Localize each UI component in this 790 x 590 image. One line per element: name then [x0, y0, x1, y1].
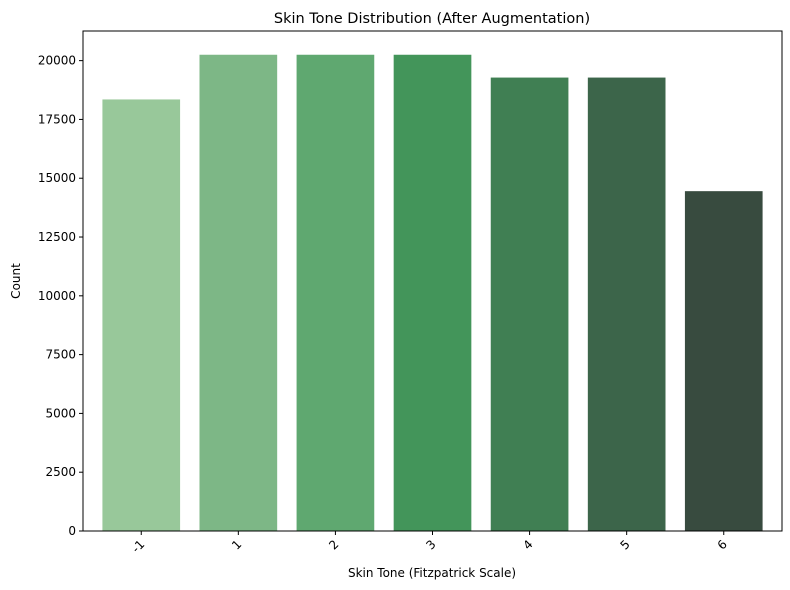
x-tick-label: 1 — [229, 537, 244, 552]
chart-title: Skin Tone Distribution (After Augmentati… — [274, 11, 590, 27]
y-tick-label: 7500 — [45, 348, 76, 362]
y-tick-label: 5000 — [45, 406, 76, 420]
y-tick-label: 12500 — [38, 230, 76, 244]
y-tick-label: 10000 — [38, 289, 76, 303]
x-tick-label: 2 — [326, 537, 341, 552]
bar--1 — [102, 99, 181, 531]
y-tick-label: 17500 — [38, 112, 76, 126]
y-tick-label: 2500 — [45, 465, 76, 479]
y-tick-label: 0 — [68, 524, 76, 538]
bar-5 — [587, 77, 666, 531]
x-axis-label: Skin Tone (Fitzpatrick Scale) — [348, 566, 516, 580]
bar-4 — [490, 77, 569, 531]
bar-2 — [296, 54, 375, 531]
y-axis-label: Count — [9, 263, 23, 299]
x-tick-label: 5 — [617, 537, 632, 552]
bar-3 — [393, 54, 472, 531]
y-tick-label: 15000 — [38, 171, 76, 185]
y-tick-label: 20000 — [38, 54, 76, 68]
bar-6 — [684, 191, 763, 531]
y-axis: 0 2500 5000 7500 10000 12500 15000 17500 20000 — [38, 54, 83, 538]
x-tick-label: 6 — [715, 537, 730, 552]
plot-frame — [82, 30, 783, 532]
bars-group — [102, 54, 763, 531]
bar-1 — [199, 54, 278, 531]
x-tick-label: 4 — [520, 537, 535, 552]
x-tick-label: 3 — [423, 537, 438, 552]
x-tick-label: -1 — [129, 537, 147, 555]
x-axis: -1 1 2 3 4 5 6 — [129, 531, 730, 556]
